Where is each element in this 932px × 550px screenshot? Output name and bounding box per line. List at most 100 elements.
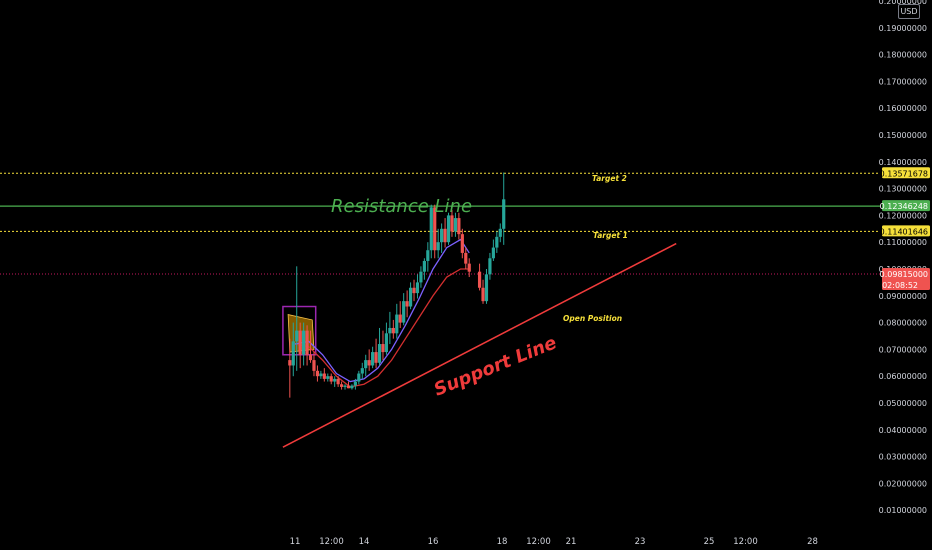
x-tick-label: 18 [497, 537, 508, 547]
candle [422, 258, 426, 280]
candle-body [446, 215, 451, 243]
x-tick-label: 14 [359, 537, 370, 547]
price-tag-bg [882, 267, 930, 290]
candle-body [457, 218, 461, 235]
candle [291, 322, 295, 377]
support-line [282, 242, 677, 448]
moving-averages [294, 238, 470, 388]
candle [491, 239, 495, 261]
candle-body [374, 352, 378, 363]
candle [288, 338, 292, 398]
price-tag: 0.11401646 [880, 225, 930, 237]
candle [346, 381, 351, 389]
candle-body [484, 274, 489, 302]
ma-fast-line [294, 238, 470, 383]
y-tick-label: 0.09000000 [879, 292, 927, 301]
candle-body [429, 207, 433, 251]
y-tick-label: 0.20000000 [879, 0, 927, 6]
candle-body [346, 385, 351, 389]
y-tick-label: 0.18000000 [879, 51, 927, 60]
candle [395, 303, 399, 339]
y-tick-label: 0.08000000 [879, 319, 927, 328]
candle-body [443, 228, 447, 243]
candle [388, 311, 392, 345]
candle-body [402, 301, 406, 323]
candle-body [395, 314, 399, 334]
candle-body [291, 341, 295, 366]
candle-body [398, 314, 402, 323]
price-tag-value: 0.13571678 [880, 169, 928, 178]
candle-body [388, 327, 392, 334]
target-1-label: Target 1 [593, 231, 628, 240]
candle [440, 223, 444, 253]
candle-body [312, 360, 316, 371]
candle [371, 346, 375, 369]
candle-body [405, 301, 409, 307]
price-tag-bg [882, 200, 930, 212]
currency-button[interactable]: USD [898, 4, 920, 19]
candle-body [433, 207, 437, 251]
candle [315, 365, 320, 382]
candle [305, 325, 309, 366]
open-position-label: Open Position [563, 314, 622, 323]
y-tick-label: 0.17000000 [879, 77, 927, 86]
candle [426, 242, 430, 272]
target-2-label: Target 2 [592, 174, 627, 183]
candle-body [481, 287, 485, 302]
candle [484, 269, 489, 304]
candle-body [453, 218, 458, 232]
x-tick-label: 21 [566, 537, 577, 547]
y-tick-label: 0.15000000 [879, 131, 927, 140]
candle-body [333, 378, 337, 382]
x-tick-label: 25 [704, 537, 715, 547]
candle-body [336, 378, 340, 385]
candle-body [412, 287, 416, 294]
candle-body [343, 385, 347, 387]
candle [384, 322, 389, 355]
candle [374, 338, 378, 369]
candle [477, 263, 482, 291]
candle-body [419, 271, 423, 283]
price-tag-value: 0.09815000 [880, 270, 928, 279]
candle [495, 231, 499, 253]
candle [295, 266, 299, 371]
y-tick-label: 0.05000000 [879, 399, 927, 408]
candle-body [319, 373, 323, 377]
candle-body [467, 263, 471, 272]
y-tick-label: 0.13000000 [879, 185, 927, 194]
candle [415, 274, 420, 299]
price-tag-value: 0.11401646 [880, 227, 928, 236]
candle-body [326, 376, 330, 379]
y-tick-label: 0.11000000 [879, 238, 927, 247]
candle [298, 322, 302, 369]
candle-body [377, 344, 382, 363]
candle [443, 218, 447, 248]
candle [339, 381, 344, 390]
price-labels: 0.13571678 0.12346248 0.11401646 0.09815000… [880, 167, 930, 290]
candle [446, 212, 451, 245]
candle [467, 258, 471, 278]
candle [405, 290, 409, 318]
x-tick-label: 12:00 [319, 537, 344, 547]
candle [353, 378, 357, 390]
price-axis: 0.20000000 0.19000000 0.18000000 0.17000000… [879, 0, 927, 515]
candle-body [384, 333, 389, 353]
candle-body [498, 228, 502, 237]
price-tag: 0.13571678 [880, 167, 930, 179]
horizontal-lines [0, 172, 880, 275]
y-tick-label: 0.16000000 [879, 104, 927, 113]
candle [433, 204, 437, 259]
x-tick-label: 11 [290, 537, 301, 547]
candle [308, 330, 313, 363]
price-tag-bg [882, 225, 930, 237]
candle-body [426, 250, 430, 261]
candle-body [305, 330, 309, 355]
candle-body [436, 242, 440, 251]
candle-body [357, 373, 361, 382]
price-tag-countdown: 02:08:52 [882, 281, 918, 290]
y-tick-label: 0.03000000 [879, 453, 927, 462]
candle [357, 370, 361, 385]
support-label: Support Line [431, 332, 560, 400]
candle [436, 228, 440, 259]
